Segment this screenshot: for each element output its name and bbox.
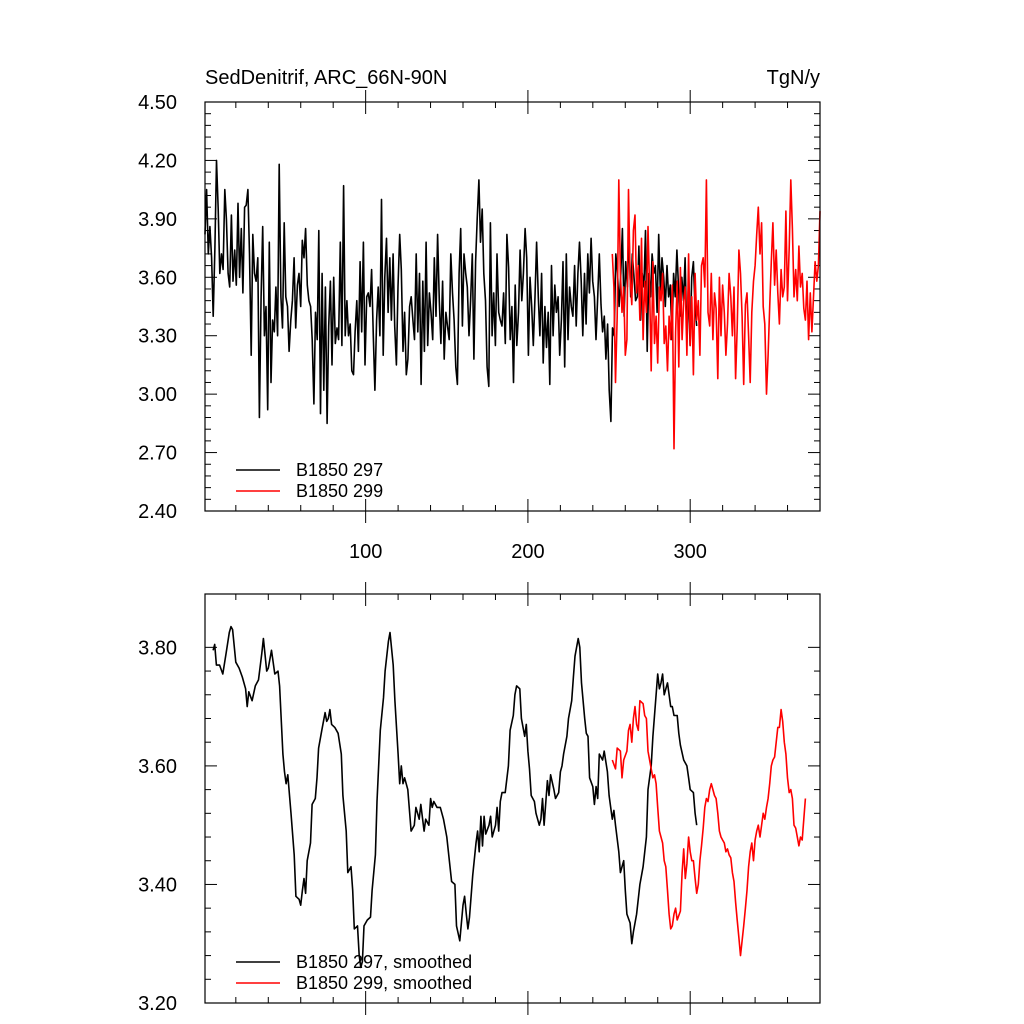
- x-tick-label: 200: [511, 541, 544, 563]
- y-tick-label: 3.60: [138, 267, 177, 289]
- top-panel-title: SedDenitrif, ARC_66N-90N: [205, 67, 447, 89]
- bottom-panel: 3.20 3.40 3.60 3.80 B1850 297, smoothedB185…: [138, 582, 821, 1015]
- top-panel: SedDenitrif, ARC_66N-90N TgN/y 2.40 2.70 3…: [138, 67, 821, 563]
- y-tick-label: 3.60: [138, 756, 177, 778]
- top-panel-frame: [204, 101, 821, 512]
- legend-label: B1850 299: [296, 481, 383, 501]
- legend-label: B1850 297: [296, 460, 383, 480]
- top-panel-ticks: 2.40 2.70 3.00 3.30 3.60 3.90 4.20 4.50 100 200 30…: [138, 90, 821, 563]
- y-tick-label: 3.00: [138, 384, 177, 406]
- y-tick-label: 4.50: [138, 92, 177, 114]
- y-tick-label: 3.40: [138, 874, 177, 896]
- x-tick-label: 300: [673, 541, 706, 563]
- series-line-2: [611, 179, 821, 450]
- y-tick-label: 3.20: [138, 993, 177, 1015]
- bottom-panel-ticks: 3.20 3.40 3.60 3.80: [138, 582, 821, 1015]
- y-tick-label: 2.70: [138, 443, 177, 465]
- series-line-1: [212, 625, 698, 969]
- y-tick-label: 4.20: [138, 150, 177, 172]
- y-tick-label: 3.80: [138, 637, 177, 659]
- bottom-panel-frame: [204, 593, 821, 1004]
- bottom-panel-lines: [212, 625, 807, 969]
- y-tick-label: 3.30: [138, 326, 177, 348]
- y-tick-label: 2.40: [138, 501, 177, 523]
- top-panel-units: TgN/y: [767, 67, 820, 89]
- legend-label: B1850 299, smoothed: [296, 973, 472, 993]
- series-line-2: [611, 699, 807, 957]
- top-panel-lines: [204, 159, 821, 450]
- y-tick-label: 3.90: [138, 209, 177, 231]
- x-tick-label: 100: [349, 541, 382, 563]
- legend-label: B1850 297, smoothed: [296, 952, 472, 972]
